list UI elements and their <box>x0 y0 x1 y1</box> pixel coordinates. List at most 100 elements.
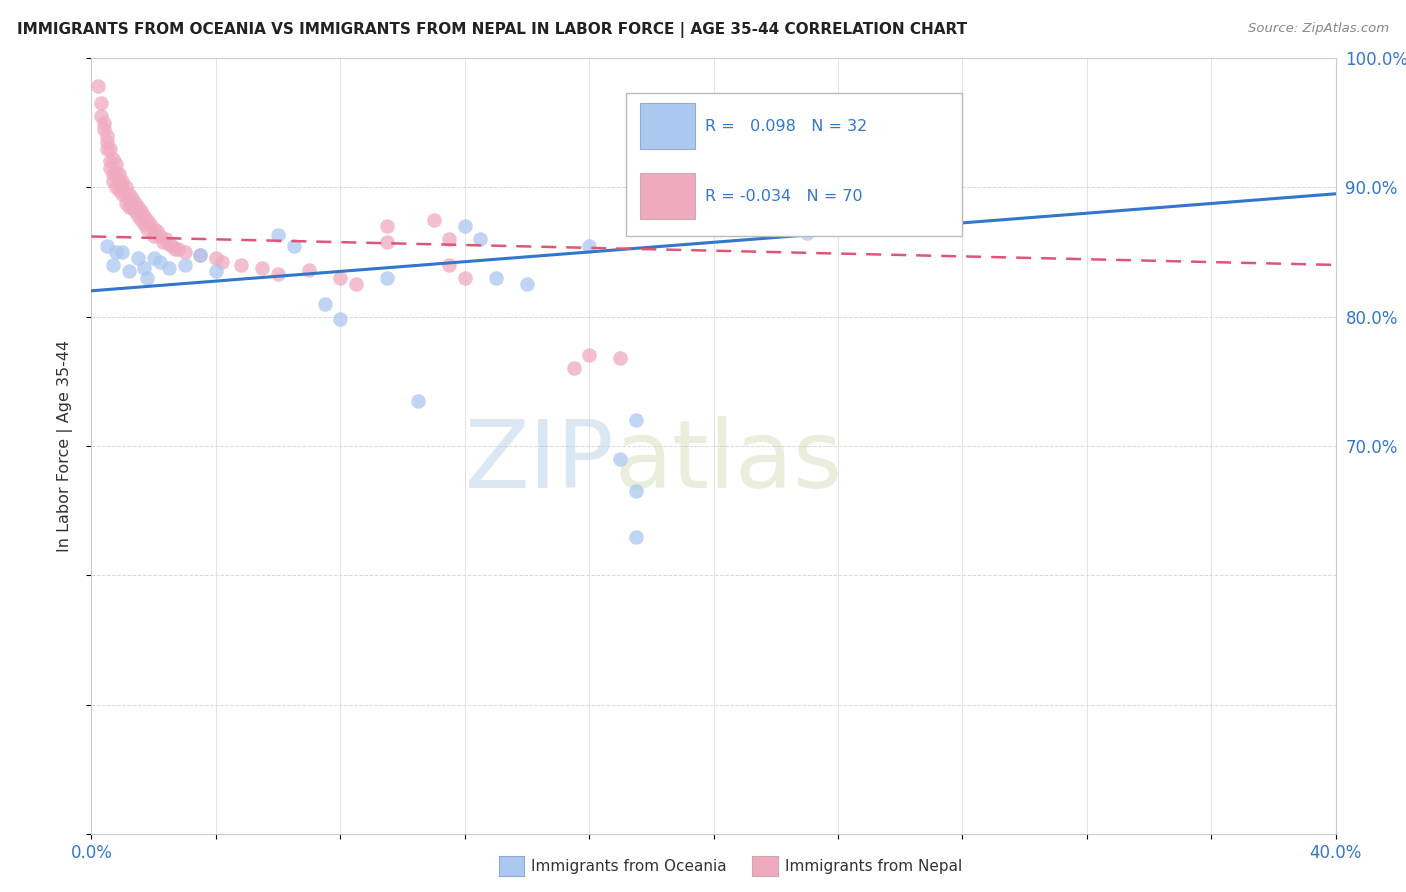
Point <box>375 271 398 285</box>
Point <box>118 186 141 201</box>
Point <box>267 267 290 281</box>
Point <box>136 212 159 227</box>
Point <box>98 161 121 175</box>
Point <box>267 228 290 243</box>
Point <box>124 195 146 210</box>
Point <box>101 174 124 188</box>
Point <box>485 271 508 285</box>
Point <box>111 244 134 259</box>
Point <box>108 168 131 182</box>
Point <box>129 212 152 227</box>
Point <box>624 530 647 544</box>
Point <box>578 348 600 362</box>
Point <box>406 393 429 408</box>
Point <box>93 122 115 136</box>
Point <box>145 224 167 238</box>
Point <box>90 96 112 111</box>
Point <box>188 247 211 261</box>
Point <box>105 180 128 194</box>
Text: ZIP: ZIP <box>464 416 614 508</box>
Point <box>136 271 159 285</box>
Point <box>118 193 141 207</box>
Point <box>578 238 600 252</box>
Point <box>624 413 647 427</box>
Text: atlas: atlas <box>614 416 842 508</box>
Point <box>124 203 146 218</box>
Point <box>165 243 187 257</box>
Point <box>96 135 118 149</box>
Point <box>118 200 141 214</box>
Point <box>470 232 492 246</box>
Text: Source: ZipAtlas.com: Source: ZipAtlas.com <box>1249 22 1389 36</box>
Point <box>111 174 134 188</box>
Point <box>173 244 195 259</box>
Point <box>111 180 134 194</box>
Point <box>155 232 177 246</box>
Point <box>283 238 305 252</box>
Point <box>252 260 274 275</box>
Point <box>111 186 134 201</box>
Point <box>134 209 156 223</box>
Point <box>127 200 149 214</box>
Point <box>188 247 211 261</box>
Point <box>142 221 165 235</box>
Point <box>298 263 321 277</box>
Point <box>796 226 818 240</box>
Point <box>624 484 647 499</box>
Point <box>375 235 398 249</box>
Point <box>90 109 112 123</box>
Point <box>329 271 352 285</box>
Point <box>121 191 143 205</box>
Point <box>314 296 336 310</box>
Point <box>437 258 460 272</box>
Point <box>98 142 121 156</box>
Point <box>108 174 131 188</box>
Point <box>211 255 233 269</box>
Point <box>149 229 172 244</box>
Point <box>149 255 172 269</box>
Point <box>157 260 180 275</box>
Point <box>114 195 136 210</box>
Point <box>114 180 136 194</box>
Text: IMMIGRANTS FROM OCEANIA VS IMMIGRANTS FROM NEPAL IN LABOR FORCE | AGE 35-44 CORR: IMMIGRANTS FROM OCEANIA VS IMMIGRANTS FR… <box>17 22 967 38</box>
Point <box>157 237 180 252</box>
FancyBboxPatch shape <box>640 103 695 149</box>
Point <box>105 157 128 171</box>
Point <box>375 219 398 234</box>
Point <box>96 238 118 252</box>
Point <box>422 212 444 227</box>
Point <box>152 235 174 249</box>
Point <box>101 168 124 182</box>
Point <box>205 252 228 266</box>
Point <box>173 258 195 272</box>
Point <box>129 203 152 218</box>
Point <box>105 244 128 259</box>
Point <box>86 79 108 94</box>
Point <box>329 312 352 326</box>
Y-axis label: In Labor Force | Age 35-44: In Labor Force | Age 35-44 <box>56 340 73 552</box>
Point <box>105 165 128 179</box>
Point <box>142 252 165 266</box>
Point <box>134 217 156 231</box>
Point <box>562 361 585 376</box>
Point <box>205 264 228 278</box>
Point <box>121 200 143 214</box>
Point <box>437 232 460 246</box>
Text: Immigrants from Nepal: Immigrants from Nepal <box>785 859 962 873</box>
Point <box>101 258 124 272</box>
Point <box>139 217 162 231</box>
Point <box>96 128 118 143</box>
Point <box>453 271 475 285</box>
Point <box>229 258 252 272</box>
Point <box>127 252 149 266</box>
Point <box>127 209 149 223</box>
Point <box>134 260 156 275</box>
Text: R =   0.098   N = 32: R = 0.098 N = 32 <box>704 119 868 134</box>
Point <box>516 277 538 292</box>
Point <box>108 183 131 197</box>
Point <box>344 277 367 292</box>
Point <box>98 154 121 169</box>
Point <box>686 219 709 234</box>
Point <box>142 229 165 244</box>
Point <box>453 219 475 234</box>
